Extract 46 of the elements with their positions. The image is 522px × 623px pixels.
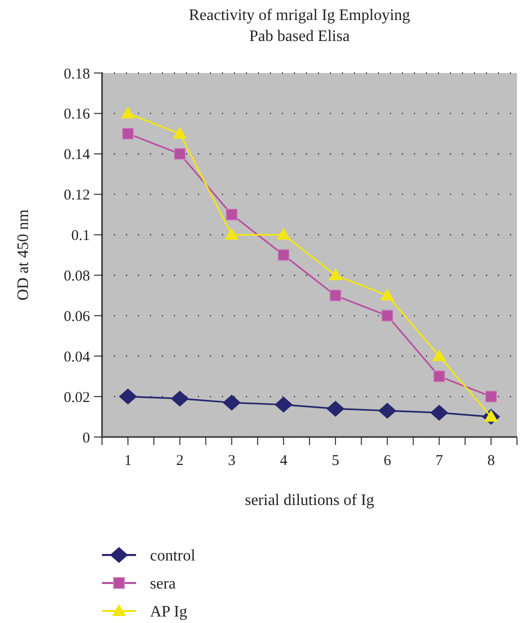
point [120, 106, 135, 118]
y-tick-label: 0.16 [64, 106, 90, 123]
point [222, 394, 241, 411]
legend-label: sera [150, 576, 176, 593]
point [226, 208, 238, 220]
y-tick-label: 0.06 [64, 308, 90, 325]
x-axis-title: serial dilutions of Ig [244, 492, 374, 509]
point [276, 228, 291, 240]
point [432, 349, 446, 362]
y-tick-label: 0.18 [64, 66, 90, 82]
x-tick-label: 3 [228, 453, 236, 469]
point [380, 288, 394, 300]
point [172, 126, 187, 139]
point [433, 370, 446, 382]
point [122, 128, 134, 140]
y-axis-title: OD at 450 nm [15, 208, 32, 301]
point [330, 290, 342, 302]
x-tick-label: 4 [280, 453, 288, 469]
point [328, 268, 342, 280]
x-tick-label: 8 [487, 453, 495, 469]
x-tick-label: 2 [176, 453, 184, 469]
legend-label: AP Ig [150, 604, 188, 621]
point [274, 396, 293, 413]
x-tick-label: 7 [435, 453, 444, 469]
point [430, 404, 448, 421]
y-tick-label: 0.1 [71, 228, 90, 244]
y-tick-label: 0.12 [64, 188, 90, 204]
point [378, 402, 396, 419]
point [278, 249, 290, 261]
legend-label: control [150, 548, 196, 565]
point [381, 310, 394, 322]
x-tick-label: 6 [384, 453, 392, 469]
y-tick-label: 0.02 [64, 390, 90, 406]
point [118, 388, 137, 405]
y-tick-label: 0.04 [64, 349, 90, 366]
x-tick-label: 5 [332, 453, 340, 469]
point [224, 228, 239, 240]
point [485, 390, 497, 402]
y-tick-label: 0.08 [64, 268, 90, 284]
chart-title: Reactivity of mrigal Ig Employing Pab based Elisa [188, 7, 410, 45]
point [174, 148, 186, 160]
point [326, 400, 344, 417]
point [170, 390, 189, 407]
y-tick-label: 0.14 [64, 147, 90, 164]
x-tick-label: 1 [124, 453, 132, 469]
y-tick-label: 0 [82, 430, 90, 446]
